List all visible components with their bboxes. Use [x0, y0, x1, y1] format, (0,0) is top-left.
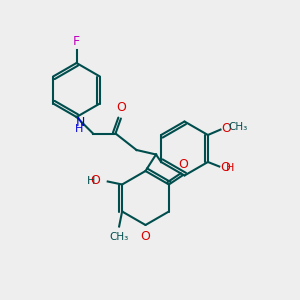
- Text: F: F: [73, 35, 80, 48]
- Text: H: H: [86, 176, 95, 186]
- Text: CH₃: CH₃: [110, 232, 129, 242]
- Text: CH₃: CH₃: [228, 122, 247, 132]
- Text: O: O: [90, 174, 100, 187]
- Text: O: O: [222, 122, 232, 135]
- Text: N: N: [76, 116, 85, 129]
- Text: O: O: [141, 230, 150, 242]
- Text: H: H: [226, 163, 234, 173]
- Text: H: H: [75, 124, 83, 134]
- Text: O: O: [220, 161, 230, 174]
- Text: O: O: [117, 101, 126, 114]
- Text: O: O: [178, 158, 188, 171]
